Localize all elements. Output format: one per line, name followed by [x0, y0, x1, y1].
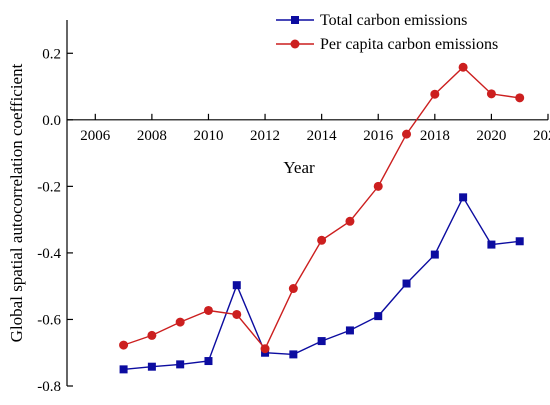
legend-label: Per capita carbon emissions	[320, 36, 498, 53]
axes	[66, 20, 548, 386]
data-point	[260, 344, 270, 354]
data-point	[203, 305, 213, 315]
data-point	[458, 62, 468, 72]
x-tick-label: 2020	[476, 128, 506, 144]
legend-label: Total carbon emissions	[320, 12, 467, 29]
series-line	[123, 66, 520, 350]
y-ticks: -0.8 -0.6 -0.4 -0.2 0.0 0.2	[37, 46, 73, 395]
x-tick-label: 2006	[80, 128, 111, 144]
legend-item: Total carbon emissions	[276, 12, 467, 29]
data-point	[317, 337, 326, 346]
data-point	[515, 237, 524, 246]
data-point	[487, 240, 496, 249]
x-tick-label: 2018	[420, 128, 450, 144]
x-tick-label: 2014	[307, 128, 338, 144]
data-point	[402, 129, 412, 139]
data-point	[373, 181, 383, 191]
data-point	[430, 250, 439, 259]
data-point	[402, 279, 411, 288]
data-point	[204, 357, 213, 366]
legend-marker	[290, 39, 300, 49]
data-point	[147, 330, 157, 340]
data-point	[119, 365, 128, 374]
legend-item: Per capita carbon emissions	[276, 36, 498, 53]
legend: Total carbon emissions Per capita carbon …	[276, 12, 498, 53]
x-axis-title: Year	[283, 158, 315, 177]
data-point	[289, 350, 298, 359]
series-2	[119, 62, 525, 354]
data-point	[232, 281, 241, 290]
data-point	[176, 360, 185, 369]
y-tick-label: -0.2	[37, 179, 61, 195]
data-point	[175, 317, 185, 327]
data-point	[430, 89, 440, 99]
data-point	[486, 89, 496, 99]
legend-marker	[291, 16, 299, 24]
y-tick-label: -0.8	[37, 379, 61, 395]
y-axis-title: Global spatial autocorrelation coefficie…	[7, 63, 26, 342]
y-tick-label: 0.2	[42, 46, 61, 62]
data-point	[232, 309, 242, 319]
data-point	[345, 216, 355, 226]
series-layer	[119, 62, 525, 374]
data-point	[288, 284, 298, 294]
series-1	[119, 193, 524, 374]
x-tick-label: 2012	[250, 128, 280, 144]
data-point	[459, 193, 468, 202]
x-tick-label: 2008	[137, 128, 167, 144]
x-tick-label: 2010	[193, 128, 223, 144]
x-tick-label: 2016	[363, 128, 394, 144]
data-point	[374, 312, 383, 321]
y-tick-label: -0.6	[37, 312, 61, 328]
y-tick-label: 0.0	[42, 113, 61, 129]
data-point	[515, 93, 525, 103]
data-point	[119, 340, 129, 350]
x-tick-label: 2022	[533, 128, 550, 144]
x-ticks: 2006 2008 2010 2012 2014 2016 2018 2020 2022	[80, 113, 550, 144]
data-point	[147, 362, 156, 371]
data-point	[317, 235, 327, 245]
y-tick-label: -0.4	[37, 246, 61, 262]
data-point	[345, 326, 354, 335]
